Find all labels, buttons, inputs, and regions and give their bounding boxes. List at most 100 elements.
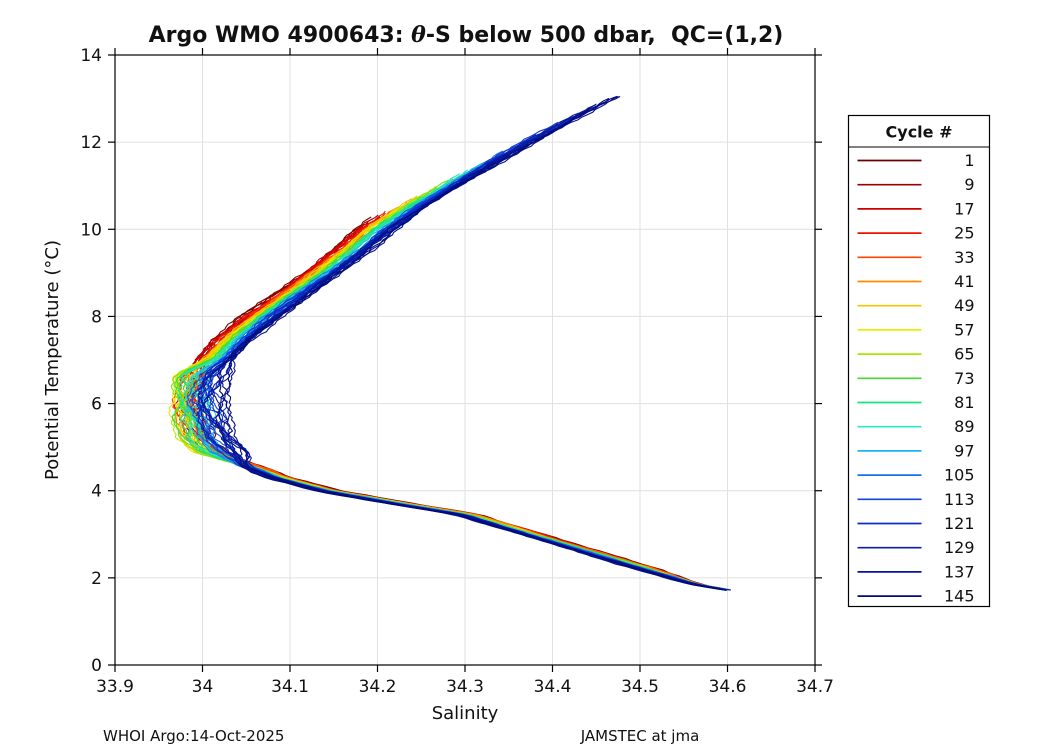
chart-title: Argo WMO 4900643: θ-S below 500 dbar, QC… xyxy=(149,22,784,48)
profile-curve xyxy=(175,194,728,591)
profile-curves xyxy=(168,95,731,592)
y-tick-label: 14 xyxy=(80,46,102,66)
profile-curve xyxy=(182,163,725,591)
legend-entry-label: 113 xyxy=(944,490,975,509)
x-axis-label: Salinity xyxy=(432,703,499,724)
profile-curve xyxy=(188,218,725,591)
profile-curve xyxy=(204,133,723,590)
profile-curve xyxy=(191,214,721,590)
profile-curve xyxy=(176,222,727,590)
profile-curve xyxy=(173,220,722,591)
legend-entry-label: 17 xyxy=(954,199,974,218)
profile-curve xyxy=(183,160,711,589)
legend-entry-label: 145 xyxy=(944,587,975,606)
legend-entry-label: 137 xyxy=(944,562,975,581)
y-tick-label: 2 xyxy=(91,569,102,589)
y-tick-label: 4 xyxy=(91,482,102,502)
legend-entry-label: 49 xyxy=(954,296,974,315)
profile-curve xyxy=(180,224,721,589)
profile-curve xyxy=(177,178,723,590)
profile-curve xyxy=(174,213,731,591)
profile-curve xyxy=(182,172,718,589)
legend: Cycle # 1 9 17 25 33 41 49 57 65 73 81 89 97 105 113 121… xyxy=(847,114,991,608)
profile-curve xyxy=(186,205,716,589)
profile-curve xyxy=(177,216,713,589)
profile-curve xyxy=(178,195,716,589)
profile-curve xyxy=(202,117,719,590)
legend-entry-label: 97 xyxy=(954,441,974,460)
profile-curve xyxy=(174,176,728,591)
x-tick-label: 34.4 xyxy=(534,677,572,697)
x-tick-label: 33.9 xyxy=(96,677,134,697)
legend-entry-label: 41 xyxy=(954,272,974,291)
x-tick-label: 34.7 xyxy=(796,677,834,697)
footer-left: WHOI Argo:14-Oct-2025 xyxy=(103,727,284,745)
legend-entry-label: 33 xyxy=(954,248,974,267)
x-tick-label: 34.5 xyxy=(621,677,659,697)
profile-curve xyxy=(178,207,710,588)
y-tick-label: 0 xyxy=(91,656,102,676)
profile-curve xyxy=(197,115,726,590)
legend-entry-label: 73 xyxy=(954,369,974,388)
legend-title: Cycle # xyxy=(886,123,953,142)
profile-curve xyxy=(183,216,722,589)
y-tick-label: 6 xyxy=(91,395,102,415)
profile-curve xyxy=(174,195,721,589)
legend-entry-label: 1 xyxy=(964,151,974,170)
legend-entry-label: 25 xyxy=(954,224,974,243)
profile-curve xyxy=(171,183,720,590)
x-tick-label: 34.3 xyxy=(446,677,484,697)
profile-curve xyxy=(180,176,711,589)
profile-curve xyxy=(179,174,717,590)
profile-curve xyxy=(174,198,721,589)
profile-curve xyxy=(197,152,730,591)
profile-curve xyxy=(172,198,720,589)
y-tick-label: 8 xyxy=(91,307,102,327)
profile-curve xyxy=(182,222,724,590)
legend-box xyxy=(847,114,991,608)
profile-curve xyxy=(197,150,728,591)
x-tick-label: 34 xyxy=(192,677,214,697)
profile-curve xyxy=(168,193,719,589)
x-tick-label: 34.6 xyxy=(709,677,747,697)
legend-entry-label: 57 xyxy=(954,320,974,339)
legend-entry-label: 105 xyxy=(944,466,975,485)
profile-curve xyxy=(173,179,717,589)
y-tick-label: 10 xyxy=(80,220,102,240)
profile-curve xyxy=(215,95,727,592)
profile-curve xyxy=(176,196,717,590)
profile-curve xyxy=(185,217,724,590)
profile-curve xyxy=(186,134,709,589)
profile-curve xyxy=(194,216,721,589)
x-tick-labels: 33.9 34 34.1 34.2 34.3 34.4 34.5 34.6 34.7 xyxy=(96,677,834,697)
profile-curve xyxy=(184,223,726,591)
legend-entry-label: 81 xyxy=(954,393,974,412)
axis-ticks xyxy=(108,48,822,672)
x-tick-label: 34.1 xyxy=(271,677,309,697)
x-tick-label: 34.2 xyxy=(359,677,397,697)
legend-entry-label: 129 xyxy=(944,538,975,557)
footer-right: JAMSTEC at jma xyxy=(580,727,700,745)
profile-curve xyxy=(178,168,712,588)
profile-curve xyxy=(196,151,718,589)
y-axis-label: Potential Temperature (°C) xyxy=(42,240,63,480)
y-tick-label: 12 xyxy=(80,133,102,153)
profile-curve xyxy=(179,208,720,589)
legend-entry-label: 121 xyxy=(944,514,975,533)
profile-curve xyxy=(194,212,710,588)
legend-entry-label: 89 xyxy=(954,417,974,436)
profile-curve xyxy=(200,121,716,589)
profile-curve xyxy=(171,187,721,589)
profile-curve xyxy=(185,210,726,591)
legend-entry-label: 65 xyxy=(954,345,974,364)
profile-curve xyxy=(191,123,712,588)
profile-curve xyxy=(179,173,728,590)
profile-curve xyxy=(174,201,717,590)
gridlines xyxy=(115,55,815,665)
profile-curve xyxy=(170,185,722,590)
profile-curve xyxy=(187,170,726,590)
y-tick-labels: 0 2 4 6 8 10 12 14 xyxy=(80,46,102,676)
profile-curve xyxy=(170,186,730,590)
